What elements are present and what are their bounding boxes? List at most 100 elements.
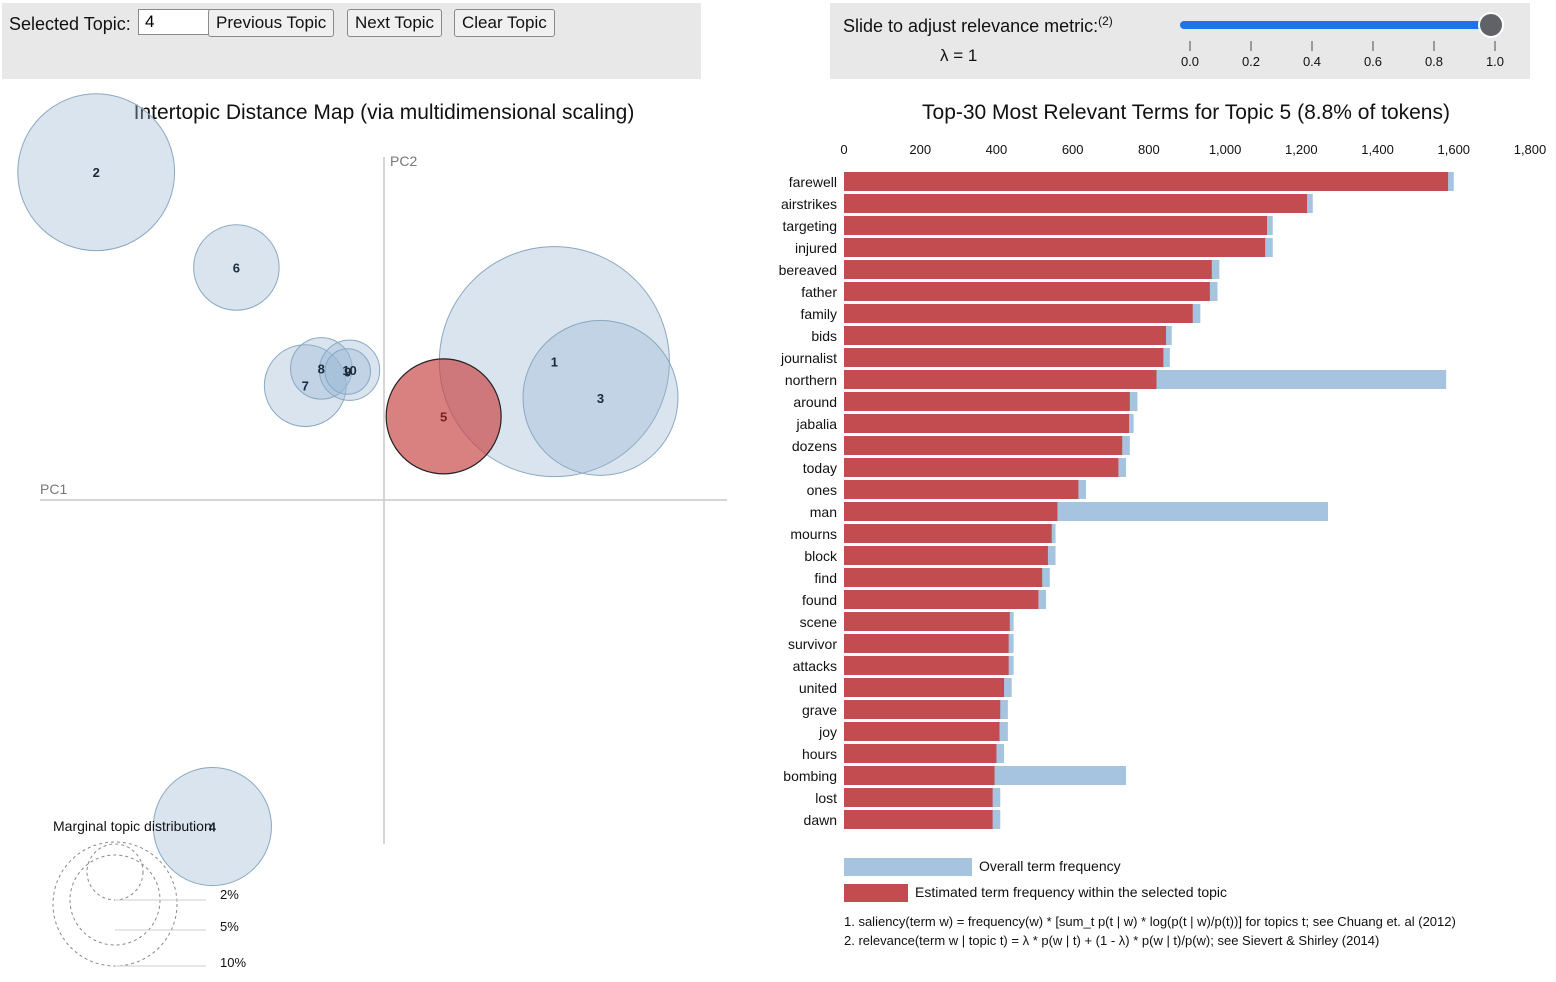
topic-circle-5[interactable] — [385, 358, 502, 475]
term-label-bereaved[interactable]: bereaved — [779, 262, 837, 278]
term-label-find[interactable]: find — [814, 570, 837, 586]
x-tick-label: 1,200 — [1285, 142, 1318, 157]
term-label-journalist[interactable]: journalist — [780, 350, 837, 366]
term-label-targeting[interactable]: targeting — [783, 218, 837, 234]
bar-estimated-ones[interactable] — [844, 480, 1079, 499]
bar-estimated-dawn[interactable] — [844, 810, 993, 829]
bar-estimated-father[interactable] — [844, 282, 1210, 301]
topic-label-5: 5 — [440, 409, 447, 424]
x-tick-label: 1,400 — [1361, 142, 1394, 157]
bar-estimated-survivor[interactable] — [844, 634, 1009, 653]
bar-estimated-bereaved[interactable] — [844, 260, 1212, 279]
term-label-survivor[interactable]: survivor — [788, 636, 837, 652]
term-label-scene[interactable]: scene — [800, 614, 838, 630]
term-label-family[interactable]: family — [800, 306, 837, 322]
topic-circle-3[interactable] — [522, 319, 679, 476]
bar-estimated-found[interactable] — [844, 590, 1039, 609]
bar-estimated-family[interactable] — [844, 304, 1193, 323]
bar-estimated-bids[interactable] — [844, 326, 1167, 345]
bar-estimated-grave[interactable] — [844, 700, 1001, 719]
relevance-panel: Slide to adjust relevance metric:(2) λ =… — [830, 3, 1530, 79]
term-label-around[interactable]: around — [793, 394, 837, 410]
saliency-footnote: 1. saliency(term w) = frequency(w) * [su… — [844, 914, 1456, 929]
marginal-circle-10 — [52, 841, 178, 967]
relevance-slider-track[interactable] — [1180, 21, 1492, 29]
bar-estimated-around[interactable] — [844, 392, 1130, 411]
bar-estimated-targeting[interactable] — [844, 216, 1268, 235]
term-label-found[interactable]: found — [802, 592, 837, 608]
term-label-attacks[interactable]: attacks — [793, 658, 837, 674]
bar-estimated-hours[interactable] — [844, 744, 997, 763]
bar-estimated-farewell[interactable] — [844, 172, 1449, 191]
topic-circle-9[interactable] — [324, 348, 371, 395]
term-label-bombing[interactable]: bombing — [783, 768, 837, 784]
topic-circle-6[interactable] — [193, 224, 280, 311]
next-topic-button[interactable]: Next Topic — [347, 9, 443, 37]
slider-tick-label: 0.4 — [1303, 54, 1321, 69]
term-label-bids[interactable]: bids — [811, 328, 837, 344]
bar-estimated-scene[interactable] — [844, 612, 1010, 631]
bar-estimated-man[interactable] — [844, 502, 1058, 521]
topic-label-2: 2 — [93, 165, 100, 180]
bar-chart-title: Top-30 Most Relevant Terms for Topic 5 (… — [922, 101, 1450, 124]
term-label-ones[interactable]: ones — [807, 482, 837, 498]
x-tick-label: 1,800 — [1514, 142, 1547, 157]
relevance-slider-thumb[interactable] — [1478, 12, 1504, 38]
term-label-jabalia[interactable]: jabalia — [796, 416, 838, 432]
marginal-legend: 2% 5% 10% — [52, 841, 246, 970]
bar-estimated-mourns[interactable] — [844, 524, 1052, 543]
bar-estimated-injured[interactable] — [844, 238, 1266, 257]
bar-estimated-jabalia[interactable] — [844, 414, 1130, 433]
bar-estimated-find[interactable] — [844, 568, 1043, 587]
bar-estimated-block[interactable] — [844, 546, 1048, 565]
bar-estimated-journalist[interactable] — [844, 348, 1164, 367]
term-label-united[interactable]: united — [799, 680, 837, 696]
topic-circle-4[interactable] — [152, 767, 272, 887]
bar-estimated-northern[interactable] — [844, 370, 1157, 389]
x-tick-label: 1,000 — [1209, 142, 1242, 157]
slider-tick-label: 0.0 — [1181, 54, 1199, 69]
bar-estimated-airstrikes[interactable] — [844, 194, 1308, 213]
clear-topic-button[interactable]: Clear Topic — [454, 9, 555, 37]
bar-estimated-bombing[interactable] — [844, 766, 995, 785]
term-label-injured[interactable]: injured — [795, 240, 837, 256]
x-tick-label: 200 — [909, 142, 931, 157]
term-label-farewell[interactable]: farewell — [789, 174, 837, 190]
topic-circle-10[interactable] — [318, 339, 381, 401]
term-label-dozens[interactable]: dozens — [792, 438, 837, 454]
bar-estimated-attacks[interactable] — [844, 656, 1009, 675]
term-label-joy[interactable]: joy — [818, 724, 837, 740]
term-label-father[interactable]: father — [801, 284, 837, 300]
term-label-man[interactable]: man — [810, 504, 837, 520]
bar-estimated-lost[interactable] — [844, 788, 993, 807]
slider-tick-label: 1.0 — [1486, 54, 1504, 69]
topic-control-panel: Selected Topic: Previous Topic Next Topi… — [2, 3, 701, 79]
legend-overall-swatch — [844, 858, 972, 876]
term-label-airstrikes[interactable]: airstrikes — [781, 196, 837, 212]
topic-circle-2[interactable] — [17, 93, 176, 252]
term-label-hours[interactable]: hours — [802, 746, 837, 762]
bar-estimated-joy[interactable] — [844, 722, 1000, 741]
bar-estimated-united[interactable] — [844, 678, 1005, 697]
term-label-lost[interactable]: lost — [815, 790, 837, 806]
slider-tick-label: 0.6 — [1364, 54, 1382, 69]
term-label-grave[interactable]: grave — [802, 702, 837, 718]
topic-label-7: 7 — [302, 379, 309, 394]
x-tick-label: 800 — [1138, 142, 1160, 157]
term-label-dawn[interactable]: dawn — [804, 812, 837, 828]
relevance-footnote-ref: (2) — [1098, 14, 1113, 28]
previous-topic-button[interactable]: Previous Topic — [208, 9, 335, 37]
term-label-mourns[interactable]: mourns — [790, 526, 837, 542]
marginal-label-10: 10% — [220, 955, 246, 970]
topic-label-4: 4 — [209, 820, 217, 835]
topic-circle-8[interactable] — [290, 337, 353, 400]
bar-estimated-today[interactable] — [844, 458, 1119, 477]
term-label-today[interactable]: today — [803, 460, 837, 476]
term-label-block[interactable]: block — [804, 548, 838, 564]
relevance-footnote: 2. relevance(term w | topic t) = λ * p(w… — [844, 933, 1379, 948]
relevant-terms-chart: Top-30 Most Relevant Terms for Topic 5 (… — [779, 101, 1547, 948]
term-label-northern[interactable]: northern — [785, 372, 837, 388]
marginal-circle-2 — [86, 843, 144, 901]
bar-estimated-dozens[interactable] — [844, 436, 1123, 455]
legend-overall-label: Overall term frequency — [979, 858, 1121, 874]
